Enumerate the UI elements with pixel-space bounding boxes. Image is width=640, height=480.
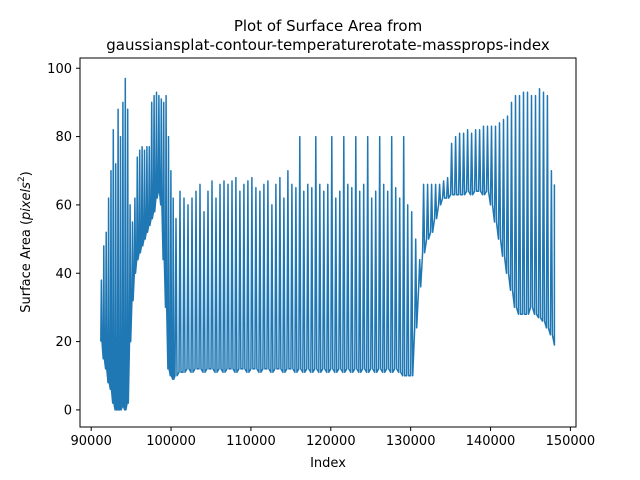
y-tick-label: 100 <box>47 62 72 77</box>
x-tick-label: 150000 <box>546 434 596 449</box>
y-axis-ticks: 0 20 40 60 80 100 <box>47 62 80 418</box>
x-tick-label: 120000 <box>306 434 356 449</box>
chart-title-line2: gaussiansplat-contour-temperaturerotate-… <box>106 36 550 54</box>
y-tick-label: 40 <box>55 267 72 282</box>
x-tick-label: 140000 <box>466 434 516 449</box>
plot-area <box>100 77 556 411</box>
x-axis-label: Index <box>310 456 346 471</box>
x-tick-label: 100000 <box>146 434 196 449</box>
x-axis-ticks: 90000 100000 110000 120000 130000 140000 15000… <box>71 427 596 449</box>
axes-frame <box>79 57 577 428</box>
y-tick-label: 80 <box>55 130 72 145</box>
series-line-0 <box>100 77 556 411</box>
y-axis-label-close: ) <box>19 171 34 176</box>
y-axis-label-unit: pixels <box>19 182 34 221</box>
y-tick-label: 60 <box>55 198 72 213</box>
y-axis-label: Surface Area (pixels2) <box>17 171 34 313</box>
x-tick-label: 110000 <box>226 434 276 449</box>
y-axis-label-exp: 2 <box>17 176 27 182</box>
chart-title-line1: Plot of Surface Area from <box>234 17 422 35</box>
y-tick-label: 20 <box>55 335 72 350</box>
x-tick-label: 90000 <box>71 434 112 449</box>
x-tick-label: 130000 <box>386 434 436 449</box>
y-tick-label: 0 <box>64 403 72 418</box>
y-axis-label-main: Surface Area ( <box>19 220 34 313</box>
